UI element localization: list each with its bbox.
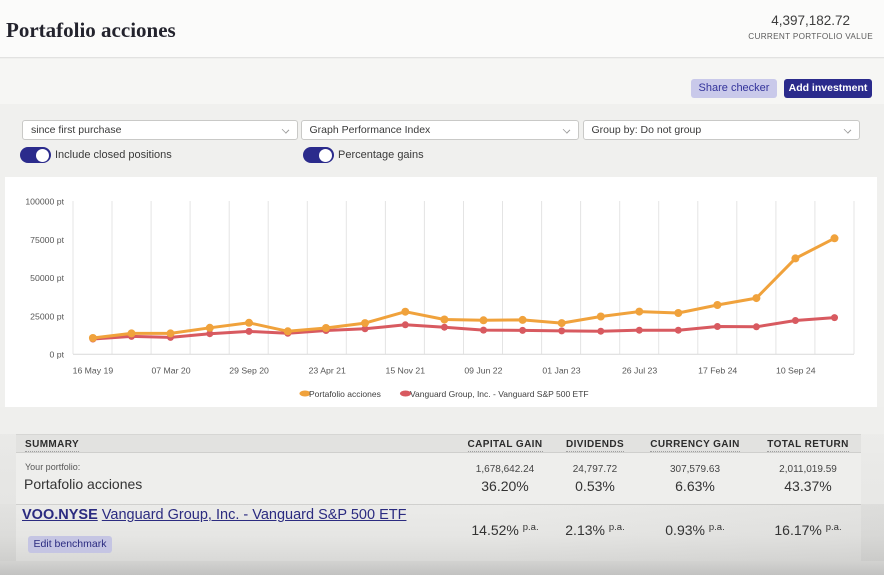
svg-text:100000 pt: 100000 pt xyxy=(25,197,64,207)
svg-text:0 pt: 0 pt xyxy=(50,350,65,360)
svg-text:23 Apr 21: 23 Apr 21 xyxy=(309,366,346,376)
svg-text:16 May 19: 16 May 19 xyxy=(73,366,114,376)
svg-text:15 Nov 21: 15 Nov 21 xyxy=(385,366,425,376)
svg-text:26 Jul 23: 26 Jul 23 xyxy=(622,366,657,376)
svg-text:Vanguard Group, Inc. - Vanguar: Vanguard Group, Inc. - Vanguard S&P 500 … xyxy=(410,389,589,399)
svg-text:75000 pt: 75000 pt xyxy=(30,235,64,245)
svg-text:09 Jun 22: 09 Jun 22 xyxy=(464,366,502,376)
svg-text:25000 pt: 25000 pt xyxy=(30,311,64,321)
svg-text:29 Sep 20: 29 Sep 20 xyxy=(229,366,269,376)
svg-text:17 Feb 24: 17 Feb 24 xyxy=(698,366,737,376)
svg-text:10 Sep 24: 10 Sep 24 xyxy=(776,366,816,376)
svg-text:01 Jan 23: 01 Jan 23 xyxy=(542,366,580,376)
svg-text:07 Mar 20: 07 Mar 20 xyxy=(151,366,190,376)
svg-text:50000 pt: 50000 pt xyxy=(30,273,64,283)
svg-text:Portafolio acciones: Portafolio acciones xyxy=(309,389,381,399)
